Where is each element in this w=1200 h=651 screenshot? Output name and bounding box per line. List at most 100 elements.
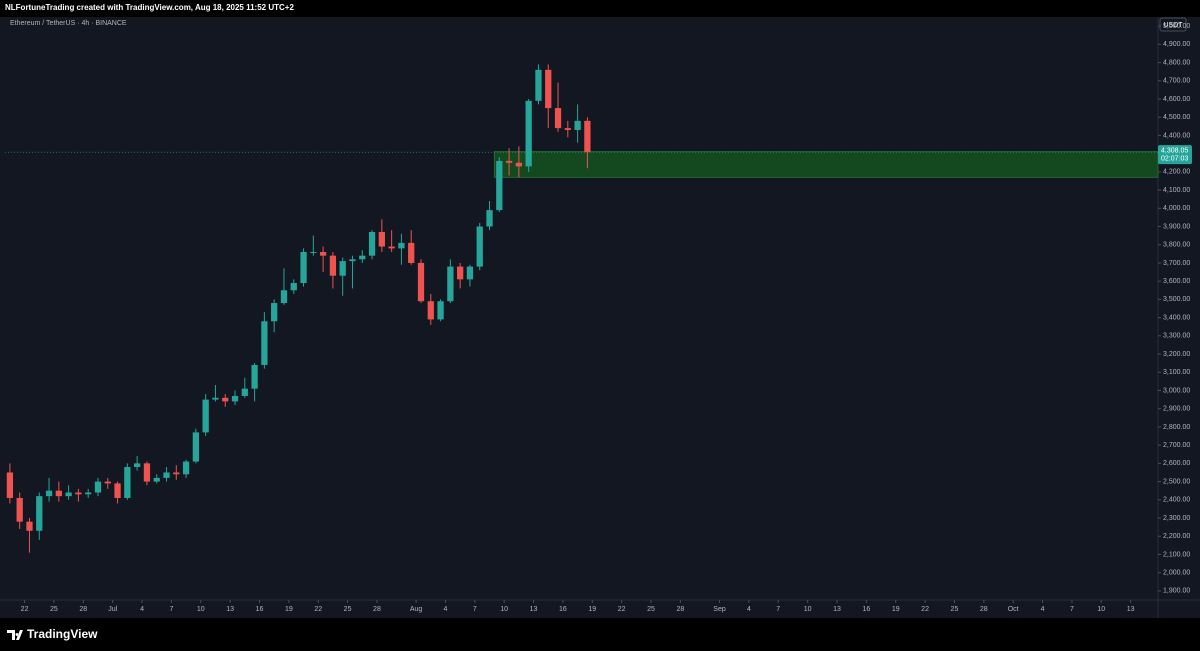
x-tick-label: 22 bbox=[21, 606, 29, 613]
candle-body bbox=[104, 481, 111, 484]
candle-body bbox=[65, 492, 72, 497]
candle-body bbox=[584, 120, 591, 153]
y-tick-label: 3,700.00 bbox=[1163, 260, 1190, 267]
candle-body bbox=[251, 364, 258, 389]
y-tick-label: 3,300.00 bbox=[1163, 333, 1190, 340]
x-tick-label: 16 bbox=[256, 606, 264, 613]
x-tick-label: 22 bbox=[314, 606, 322, 613]
currency-box bbox=[1159, 17, 1187, 32]
candle-body bbox=[466, 266, 474, 280]
candle-body bbox=[45, 490, 53, 497]
candle-body bbox=[319, 252, 327, 256]
candle-body bbox=[447, 266, 454, 302]
x-tick-label: 4 bbox=[747, 606, 751, 613]
x-tick-label: Sep bbox=[713, 606, 726, 613]
x-tick-label: 7 bbox=[169, 606, 173, 613]
candle-body bbox=[545, 69, 552, 109]
candle-body bbox=[574, 120, 581, 130]
candle-body bbox=[153, 477, 160, 482]
candle-body bbox=[114, 483, 121, 498]
y-tick-label: 2,300.00 bbox=[1163, 515, 1190, 522]
brand-logo bbox=[7, 630, 23, 640]
x-tick-label: 10 bbox=[1097, 606, 1105, 613]
y-tick-label: 4,900.00 bbox=[1163, 41, 1190, 48]
candle-body bbox=[408, 242, 415, 263]
candle-body bbox=[290, 282, 297, 291]
candle-body bbox=[182, 461, 190, 475]
candle-body bbox=[26, 521, 33, 531]
y-tick-label: 4,200.00 bbox=[1163, 169, 1190, 176]
candle-body bbox=[173, 472, 180, 475]
candle-body bbox=[94, 481, 102, 493]
candle-body bbox=[202, 399, 209, 433]
candle-body bbox=[398, 242, 405, 249]
y-tick-label: 2,000.00 bbox=[1163, 570, 1190, 577]
candle-body bbox=[192, 432, 200, 462]
x-tick-label: 28 bbox=[373, 606, 381, 613]
brand: TradingView bbox=[27, 627, 98, 641]
candle-body bbox=[378, 231, 385, 247]
x-tick-label: 13 bbox=[226, 606, 234, 613]
x-tick-label: Oct bbox=[1008, 606, 1019, 613]
x-tick-label: 28 bbox=[980, 606, 988, 613]
candle-body bbox=[564, 128, 571, 130]
candle-body bbox=[417, 262, 425, 302]
y-tick-label: 2,500.00 bbox=[1163, 478, 1190, 485]
candle-body bbox=[300, 252, 307, 283]
candle-body bbox=[124, 467, 131, 498]
x-tick-label: 22 bbox=[618, 606, 626, 613]
support-zone bbox=[493, 151, 1159, 178]
candle-body bbox=[437, 301, 444, 320]
y-tick-label: 4,500.00 bbox=[1163, 114, 1190, 121]
candle-body bbox=[36, 496, 43, 531]
candle-body bbox=[486, 210, 493, 227]
x-tick-label: 7 bbox=[1070, 606, 1074, 613]
y-tick-label: 3,000.00 bbox=[1163, 387, 1190, 394]
candle-body bbox=[476, 226, 483, 267]
x-tick-label: 4 bbox=[1041, 606, 1045, 613]
y-tick-label: 4,400.00 bbox=[1163, 132, 1190, 139]
candle-body bbox=[134, 463, 141, 468]
logo-icon bbox=[7, 630, 23, 640]
x-tick-label: 4 bbox=[140, 606, 144, 613]
candle-body bbox=[222, 397, 229, 402]
x-tick-label: 13 bbox=[833, 606, 841, 613]
candle-body bbox=[261, 321, 268, 365]
x-tick-label: 13 bbox=[1127, 606, 1135, 613]
countdown: 02:07:03 bbox=[1161, 156, 1188, 163]
x-tick-label: 19 bbox=[285, 606, 293, 613]
x-tick-label: 22 bbox=[921, 606, 929, 613]
y-tick-label: 2,700.00 bbox=[1163, 442, 1190, 449]
y-tick-label: 3,800.00 bbox=[1163, 242, 1190, 249]
candle-body bbox=[525, 100, 532, 167]
candle-body bbox=[457, 266, 464, 280]
last-price-box bbox=[1158, 145, 1192, 165]
candle-body bbox=[55, 490, 62, 497]
candle-body bbox=[329, 255, 337, 276]
y-tick-label: 1,900.00 bbox=[1163, 588, 1190, 595]
x-tick-label: 25 bbox=[50, 606, 58, 613]
y-tick-label: 3,200.00 bbox=[1163, 351, 1190, 358]
x-tick-label: 25 bbox=[951, 606, 959, 613]
candle-body bbox=[368, 231, 376, 256]
y-tick-label: 4,700.00 bbox=[1163, 78, 1190, 85]
last-price-label: 4,308.05 bbox=[1161, 148, 1188, 155]
y-tick-label: 2,200.00 bbox=[1163, 533, 1190, 540]
candle-body bbox=[163, 472, 170, 478]
candle-body bbox=[310, 252, 317, 254]
y-tick-label: 5,000.00 bbox=[1163, 23, 1190, 30]
candle-body bbox=[85, 492, 92, 495]
y-tick-label: 4,000.00 bbox=[1163, 205, 1190, 212]
x-tick-label: 16 bbox=[559, 606, 567, 613]
candle-body bbox=[241, 388, 248, 396]
x-tick-label: 28 bbox=[79, 606, 87, 613]
y-tick-label: 4,600.00 bbox=[1163, 96, 1190, 103]
x-tick-label: 7 bbox=[776, 606, 780, 613]
x-tick-label: 28 bbox=[676, 606, 684, 613]
x-tick-label: 10 bbox=[500, 606, 508, 613]
candle-body bbox=[388, 246, 395, 249]
candle-body bbox=[16, 497, 23, 522]
y-tick-label: 3,900.00 bbox=[1163, 223, 1190, 230]
